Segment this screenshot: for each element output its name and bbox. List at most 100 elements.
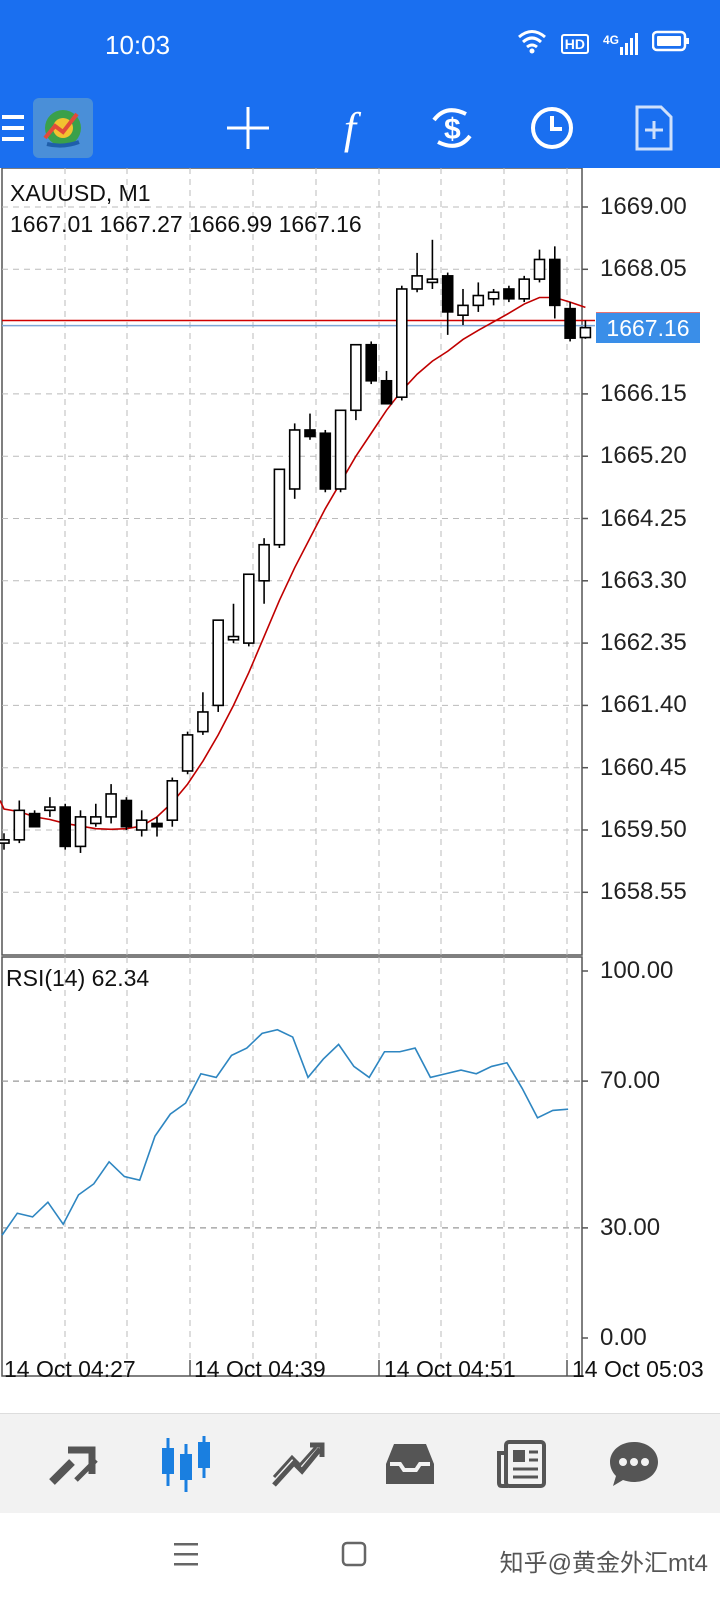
home-button[interactable] bbox=[341, 1541, 367, 1572]
timeframe-icon[interactable] bbox=[522, 88, 582, 168]
system-navigation: 知乎@黄金外汇mt4 bbox=[0, 1513, 720, 1600]
new-order-icon[interactable] bbox=[624, 88, 684, 168]
menu-icon[interactable] bbox=[0, 88, 26, 168]
candle-body-bear bbox=[503, 288, 515, 300]
price-tick-label: 1668.05 bbox=[600, 255, 687, 283]
price-tick-label: 1666.15 bbox=[600, 379, 687, 407]
candle-body-bear bbox=[304, 429, 316, 438]
candle bbox=[258, 538, 270, 604]
trade-tab[interactable] bbox=[238, 1414, 358, 1514]
svg-text:$: $ bbox=[444, 113, 461, 146]
rsi-line bbox=[1, 1028, 569, 1236]
candle-body-bear bbox=[28, 812, 41, 828]
price-tick-label: 1660.45 bbox=[600, 753, 687, 781]
candle-body-bull bbox=[426, 278, 439, 284]
hd-icon: HD bbox=[560, 33, 589, 54]
crosshair-icon[interactable] bbox=[218, 88, 278, 168]
indicators-icon[interactable]: f bbox=[320, 88, 380, 168]
candle-body-bull bbox=[105, 793, 117, 818]
candle-body-bull bbox=[181, 734, 194, 772]
candle bbox=[518, 275, 531, 303]
candle bbox=[503, 285, 515, 303]
recents-button[interactable] bbox=[172, 1541, 200, 1572]
quotes-icon bbox=[49, 1446, 98, 1485]
chart-area[interactable]: XAUUSD, M1 1667.01 1667.27 1666.99 1667.… bbox=[0, 168, 720, 1413]
candle-body-bear bbox=[319, 432, 332, 490]
bottom-navigation bbox=[0, 1413, 720, 1514]
rsi-tick-label: 70.00 bbox=[600, 1067, 661, 1095]
price-tick-label: 1662.35 bbox=[600, 629, 687, 657]
price-tick-label: 1669.00 bbox=[600, 193, 687, 220]
candle-body-bull bbox=[487, 291, 500, 300]
candle-body-bull bbox=[395, 288, 408, 398]
candle-body-bull bbox=[243, 573, 255, 644]
network-label: 4G bbox=[602, 32, 619, 47]
wifi-icon bbox=[517, 28, 547, 59]
candle-body-bull bbox=[0, 839, 10, 844]
candle bbox=[395, 285, 408, 401]
current-price-label: 1667.16 bbox=[596, 312, 700, 343]
candle bbox=[120, 797, 133, 830]
candle bbox=[0, 833, 10, 850]
candle bbox=[212, 619, 224, 712]
quotes-tab[interactable] bbox=[14, 1414, 134, 1514]
chart-tab[interactable] bbox=[126, 1414, 246, 1514]
candle-body-bull bbox=[411, 275, 423, 290]
candle bbox=[411, 252, 423, 293]
candle bbox=[304, 413, 316, 440]
chart-canvas[interactable] bbox=[0, 168, 720, 1413]
candle-body-bear bbox=[441, 275, 454, 313]
candle bbox=[13, 800, 26, 844]
candle bbox=[441, 272, 454, 335]
status-time: 10:03 bbox=[105, 30, 171, 60]
battery-icon bbox=[651, 30, 690, 57]
candle-body-bull bbox=[166, 780, 179, 821]
main-pane-frame bbox=[1, 168, 583, 956]
status-bar: 10:03 HD 4G bbox=[0, 0, 720, 88]
moving-average-line bbox=[0, 296, 586, 831]
candle-body-bear bbox=[380, 379, 393, 405]
rsi-tick-label: 0.00 bbox=[600, 1324, 647, 1351]
candle bbox=[44, 797, 56, 817]
candle-body-bull bbox=[227, 635, 240, 641]
candle-body-bear bbox=[120, 799, 133, 828]
candle-body-bull bbox=[518, 278, 531, 300]
price-tick-label: 1658.55 bbox=[600, 878, 687, 906]
candle bbox=[457, 288, 469, 326]
app-logo[interactable] bbox=[32, 88, 94, 168]
candle-body-bull bbox=[197, 711, 209, 733]
time-axis-label: 14 Oct 05:03 bbox=[572, 1356, 704, 1382]
time-axis-label: 14 Oct 04:39 bbox=[194, 1356, 326, 1382]
status-icons: HD 4G bbox=[517, 28, 690, 59]
candle bbox=[564, 302, 576, 342]
rsi-pane-frame bbox=[1, 956, 583, 1377]
candle bbox=[151, 816, 163, 837]
candle bbox=[59, 803, 72, 850]
candle bbox=[243, 573, 255, 647]
messages-tab[interactable] bbox=[574, 1414, 694, 1514]
price-tick-label: 1664.25 bbox=[600, 504, 687, 532]
inbox-icon bbox=[386, 1444, 434, 1484]
time-axis-label: 14 Oct 04:27 bbox=[4, 1356, 136, 1382]
symbols-icon[interactable]: $ bbox=[422, 88, 482, 168]
candle bbox=[487, 288, 500, 306]
candle-body-bull bbox=[90, 816, 102, 825]
news-tab[interactable] bbox=[462, 1414, 582, 1514]
candle bbox=[105, 784, 117, 824]
4g-signal-icon: 4G bbox=[602, 32, 638, 55]
candle bbox=[166, 777, 179, 827]
chat-icon bbox=[610, 1442, 658, 1486]
candle bbox=[135, 810, 148, 837]
candle-body-bull bbox=[472, 294, 485, 307]
ohlc-readout: 1667.01 1667.27 1666.99 1667.16 bbox=[10, 211, 362, 237]
indicators-glyph: f bbox=[343, 103, 357, 153]
symbol-label: XAUUSD, M1 bbox=[10, 180, 151, 206]
candle-body-bull bbox=[44, 806, 56, 812]
price-tick-label: 1661.40 bbox=[600, 691, 687, 719]
candle bbox=[350, 343, 362, 421]
candle bbox=[74, 810, 87, 853]
history-tab[interactable] bbox=[350, 1414, 470, 1514]
candle-body-bull bbox=[579, 326, 592, 339]
price-tick-label: 1663.30 bbox=[600, 566, 687, 594]
candle bbox=[380, 370, 393, 405]
